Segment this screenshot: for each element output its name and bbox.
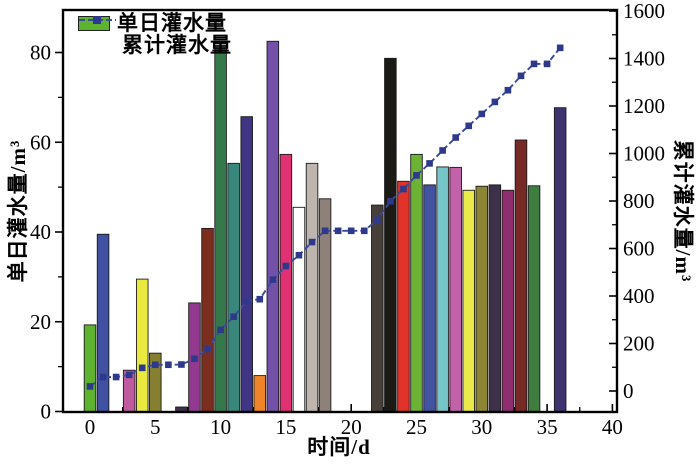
x-tick-label: 40 xyxy=(602,415,623,439)
cumulative-marker-day-34 xyxy=(530,60,538,68)
cumulative-marker-day-28 xyxy=(452,134,459,141)
cumulative-marker-day-33 xyxy=(517,72,525,80)
cumulative-marker-day-11 xyxy=(230,313,237,321)
cumulative-marker-day-30 xyxy=(478,110,486,118)
cumulative-marker-day-4 xyxy=(138,364,146,372)
right-tick-label: 1200 xyxy=(623,94,665,118)
x-tick-label: 0 xyxy=(85,415,96,439)
cumulative-marker-day-36 xyxy=(556,44,564,52)
right-tick-label: 400 xyxy=(623,284,655,308)
left-tick-label: 80 xyxy=(30,41,51,65)
x-tick-label: 20 xyxy=(341,415,362,439)
bar-day-32 xyxy=(501,189,515,412)
right-tick-label: 1000 xyxy=(623,142,665,166)
bar-day-10 xyxy=(214,47,227,412)
cumulative-marker-day-15 xyxy=(282,262,290,270)
bar-day-25 xyxy=(410,153,423,412)
x-axis-title: 时间/d xyxy=(307,435,371,459)
bar-day-36 xyxy=(553,107,567,412)
left-tick-label: 60 xyxy=(30,130,51,154)
x-tick-label: 25 xyxy=(406,415,427,439)
bar-day-28 xyxy=(449,166,462,412)
cumulative-marker-day-25 xyxy=(413,172,420,179)
bar-day-9 xyxy=(201,227,214,412)
bar-day-15 xyxy=(279,153,293,412)
x-tick-label: 5 xyxy=(150,415,161,439)
left-tick-label: 0 xyxy=(41,400,52,424)
cumulative-marker-day-24 xyxy=(400,185,407,193)
bar-day-26 xyxy=(423,184,436,412)
bar-day-11 xyxy=(227,162,240,412)
cumulative-marker-day-18 xyxy=(321,227,329,235)
legend: 单日灌水量 累计灌水量 xyxy=(78,12,232,56)
cumulative-marker-day-8 xyxy=(191,355,198,363)
bar-day-13 xyxy=(253,375,267,412)
left-tick-label: 40 xyxy=(30,220,51,244)
right-tick-label: 1600 xyxy=(623,0,665,23)
x-tick-label: 35 xyxy=(537,415,558,439)
cumulative-marker-day-26 xyxy=(426,160,433,167)
cumulative-marker-day-7 xyxy=(178,361,185,368)
x-tick-label: 10 xyxy=(210,415,231,439)
cumulative-marker-day-21 xyxy=(360,227,368,235)
cumulative-marker-day-10 xyxy=(217,326,224,334)
legend-line-swatch-icon xyxy=(78,16,117,53)
bar-day-24 xyxy=(397,180,410,412)
cumulative-marker-day-14 xyxy=(269,276,277,283)
cumulative-marker-day-2 xyxy=(112,373,120,381)
bar-day-31 xyxy=(488,184,502,412)
bar-day-1 xyxy=(96,233,110,412)
left-tick-label: 20 xyxy=(30,310,51,334)
bar-day-33 xyxy=(514,139,528,412)
right-tick-label: 0 xyxy=(623,379,634,403)
bar-day-30 xyxy=(475,185,489,412)
bar-day-14 xyxy=(266,40,280,412)
legend-entry-cumulative: 累计灌水量 xyxy=(78,16,232,57)
legend-line-glyph xyxy=(79,16,116,24)
bar-day-29 xyxy=(462,189,475,412)
plot-frame xyxy=(61,8,619,414)
bar-day-16 xyxy=(292,206,306,412)
bar-day-23 xyxy=(384,57,397,412)
cumulative-marker-day-31 xyxy=(491,98,499,106)
x-tick-label: 30 xyxy=(471,415,492,439)
bar-day-17 xyxy=(305,162,319,412)
cumulative-marker-day-16 xyxy=(295,251,303,259)
cumulative-marker-day-5 xyxy=(152,361,159,369)
legend-entry-daily: 单日灌水量 xyxy=(78,12,232,34)
cumulative-marker-day-9 xyxy=(204,345,211,353)
cumulative-marker-day-20 xyxy=(347,227,355,235)
right-tick-label: 1400 xyxy=(623,47,665,71)
cumulative-marker-day-23 xyxy=(387,197,394,205)
right-tick-label: 200 xyxy=(623,332,655,356)
legend-bar-label: 单日灌水量 xyxy=(117,11,227,35)
right-tick-label: 800 xyxy=(623,189,655,213)
bar-day-4 xyxy=(135,278,149,412)
cumulative-marker-day-27 xyxy=(439,147,446,154)
bar-day-27 xyxy=(436,166,449,412)
bar-day-22 xyxy=(371,204,384,412)
bar-day-12 xyxy=(240,116,253,412)
cumulative-marker-day-1 xyxy=(99,373,107,381)
bar-day-34 xyxy=(527,185,541,412)
right-tick-label: 600 xyxy=(623,237,655,261)
cumulative-marker-day-35 xyxy=(543,60,551,68)
cumulative-marker-day-13 xyxy=(256,295,264,303)
cumulative-marker-day-0 xyxy=(86,383,94,390)
cumulative-marker-day-12 xyxy=(243,297,251,305)
legend-line-label: 累计灌水量 xyxy=(122,33,232,57)
cumulative-marker-day-29 xyxy=(465,122,473,130)
right-axis-title: 累计灌水量/m³ xyxy=(671,139,695,283)
cumulative-marker-day-32 xyxy=(504,86,512,94)
cumulative-marker-day-22 xyxy=(374,216,381,224)
cumulative-marker-day-6 xyxy=(165,361,172,369)
cumulative-marker-day-17 xyxy=(308,238,316,246)
x-tick-label: 15 xyxy=(275,415,296,439)
left-axis-title: 单日灌水量/m³ xyxy=(6,139,30,283)
cumulative-marker-day-19 xyxy=(334,227,342,235)
bar-day-0 xyxy=(83,324,97,412)
cumulative-marker-day-3 xyxy=(125,371,133,379)
